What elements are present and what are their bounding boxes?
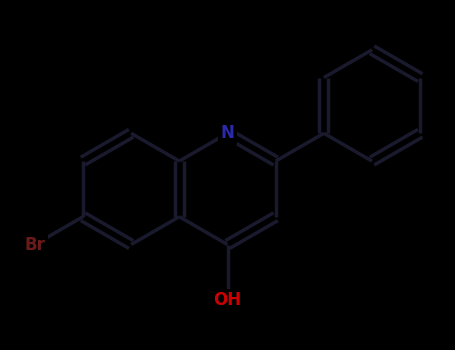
- Text: N: N: [221, 124, 234, 142]
- Text: Br: Br: [24, 236, 45, 253]
- Text: OH: OH: [213, 291, 242, 309]
